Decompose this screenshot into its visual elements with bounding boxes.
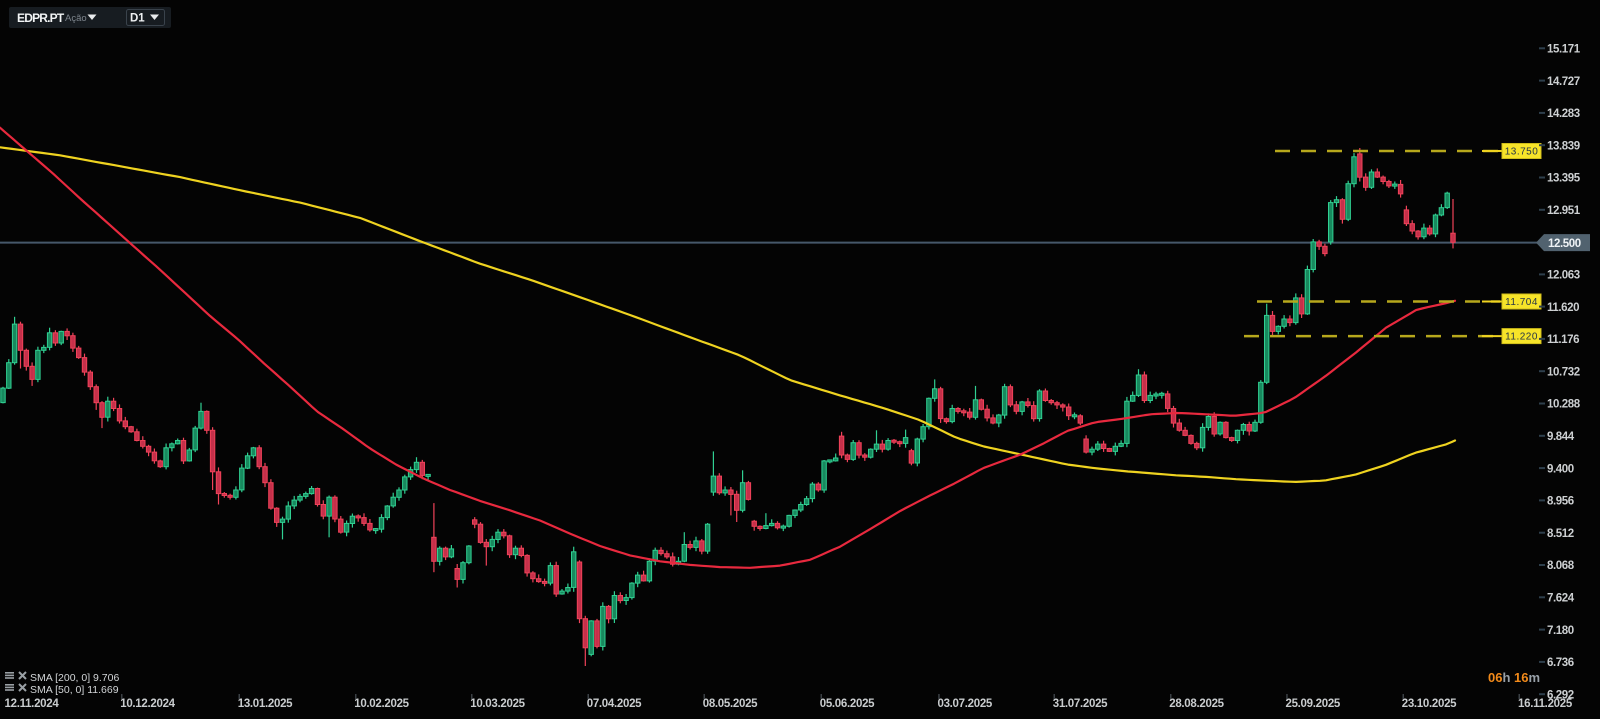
svg-text:SMA [50, 0] 11.669: SMA [50, 0] 11.669: [30, 684, 119, 696]
svg-text:10.288: 10.288: [1547, 399, 1581, 411]
svg-text:13.750: 13.750: [1505, 147, 1539, 158]
svg-text:25.09.2025: 25.09.2025: [1285, 698, 1340, 710]
svg-text:10.02.2025: 10.02.2025: [354, 698, 409, 710]
svg-text:13.839: 13.839: [1547, 140, 1580, 152]
svg-text:05.06.2025: 05.06.2025: [820, 698, 875, 710]
svg-text:16.11.2025: 16.11.2025: [1518, 698, 1573, 710]
svg-text:13.395: 13.395: [1547, 173, 1581, 185]
svg-text:8.512: 8.512: [1547, 528, 1574, 540]
svg-text:07.04.2025: 07.04.2025: [587, 698, 642, 710]
svg-text:06h 16m: 06h 16m: [1488, 670, 1540, 685]
svg-text:12.11.2024: 12.11.2024: [5, 698, 60, 710]
svg-text:6.292: 6.292: [1547, 689, 1574, 701]
svg-text:14.727: 14.727: [1547, 76, 1580, 88]
svg-text:23.10.2025: 23.10.2025: [1402, 698, 1457, 710]
svg-text:03.07.2025: 03.07.2025: [937, 698, 992, 710]
svg-text:11.220: 11.220: [1505, 332, 1538, 343]
svg-text:10.12.2024: 10.12.2024: [120, 698, 175, 710]
svg-text:31.07.2025: 31.07.2025: [1053, 698, 1108, 710]
svg-text:11.704: 11.704: [1505, 297, 1538, 308]
svg-text:12.063: 12.063: [1547, 270, 1580, 282]
svg-text:12.951: 12.951: [1547, 205, 1581, 217]
svg-text:08.05.2025: 08.05.2025: [703, 698, 758, 710]
svg-text:12.500: 12.500: [1548, 238, 1581, 250]
svg-text:D1: D1: [130, 13, 145, 25]
svg-text:6.736: 6.736: [1547, 657, 1574, 669]
svg-text:10.03.2025: 10.03.2025: [470, 698, 525, 710]
svg-text:9.844: 9.844: [1547, 431, 1575, 443]
svg-text:10.732: 10.732: [1547, 366, 1580, 378]
svg-text:15.171: 15.171: [1547, 44, 1581, 56]
svg-text:7.624: 7.624: [1547, 593, 1575, 605]
svg-text:9.400: 9.400: [1547, 463, 1574, 475]
svg-text:SMA [200, 0] 9.706: SMA [200, 0] 9.706: [30, 672, 119, 684]
svg-text:14.283: 14.283: [1547, 108, 1580, 120]
svg-text:8.956: 8.956: [1547, 496, 1574, 508]
svg-text:11.620: 11.620: [1547, 302, 1579, 314]
svg-text:13.01.2025: 13.01.2025: [238, 698, 293, 710]
svg-text:Ação: Ação: [65, 13, 87, 24]
svg-text:EDPR.PT: EDPR.PT: [17, 11, 65, 25]
svg-text:11.176: 11.176: [1547, 334, 1579, 346]
svg-text:7.180: 7.180: [1547, 625, 1574, 637]
svg-text:28.08.2025: 28.08.2025: [1169, 698, 1224, 710]
svg-text:8.068: 8.068: [1547, 560, 1575, 572]
